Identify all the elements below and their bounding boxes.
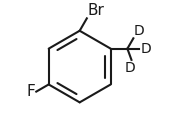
- Text: D: D: [125, 61, 136, 75]
- Text: D: D: [134, 24, 145, 38]
- Text: F: F: [27, 84, 35, 99]
- Text: D: D: [140, 42, 151, 56]
- Text: Br: Br: [87, 3, 104, 18]
